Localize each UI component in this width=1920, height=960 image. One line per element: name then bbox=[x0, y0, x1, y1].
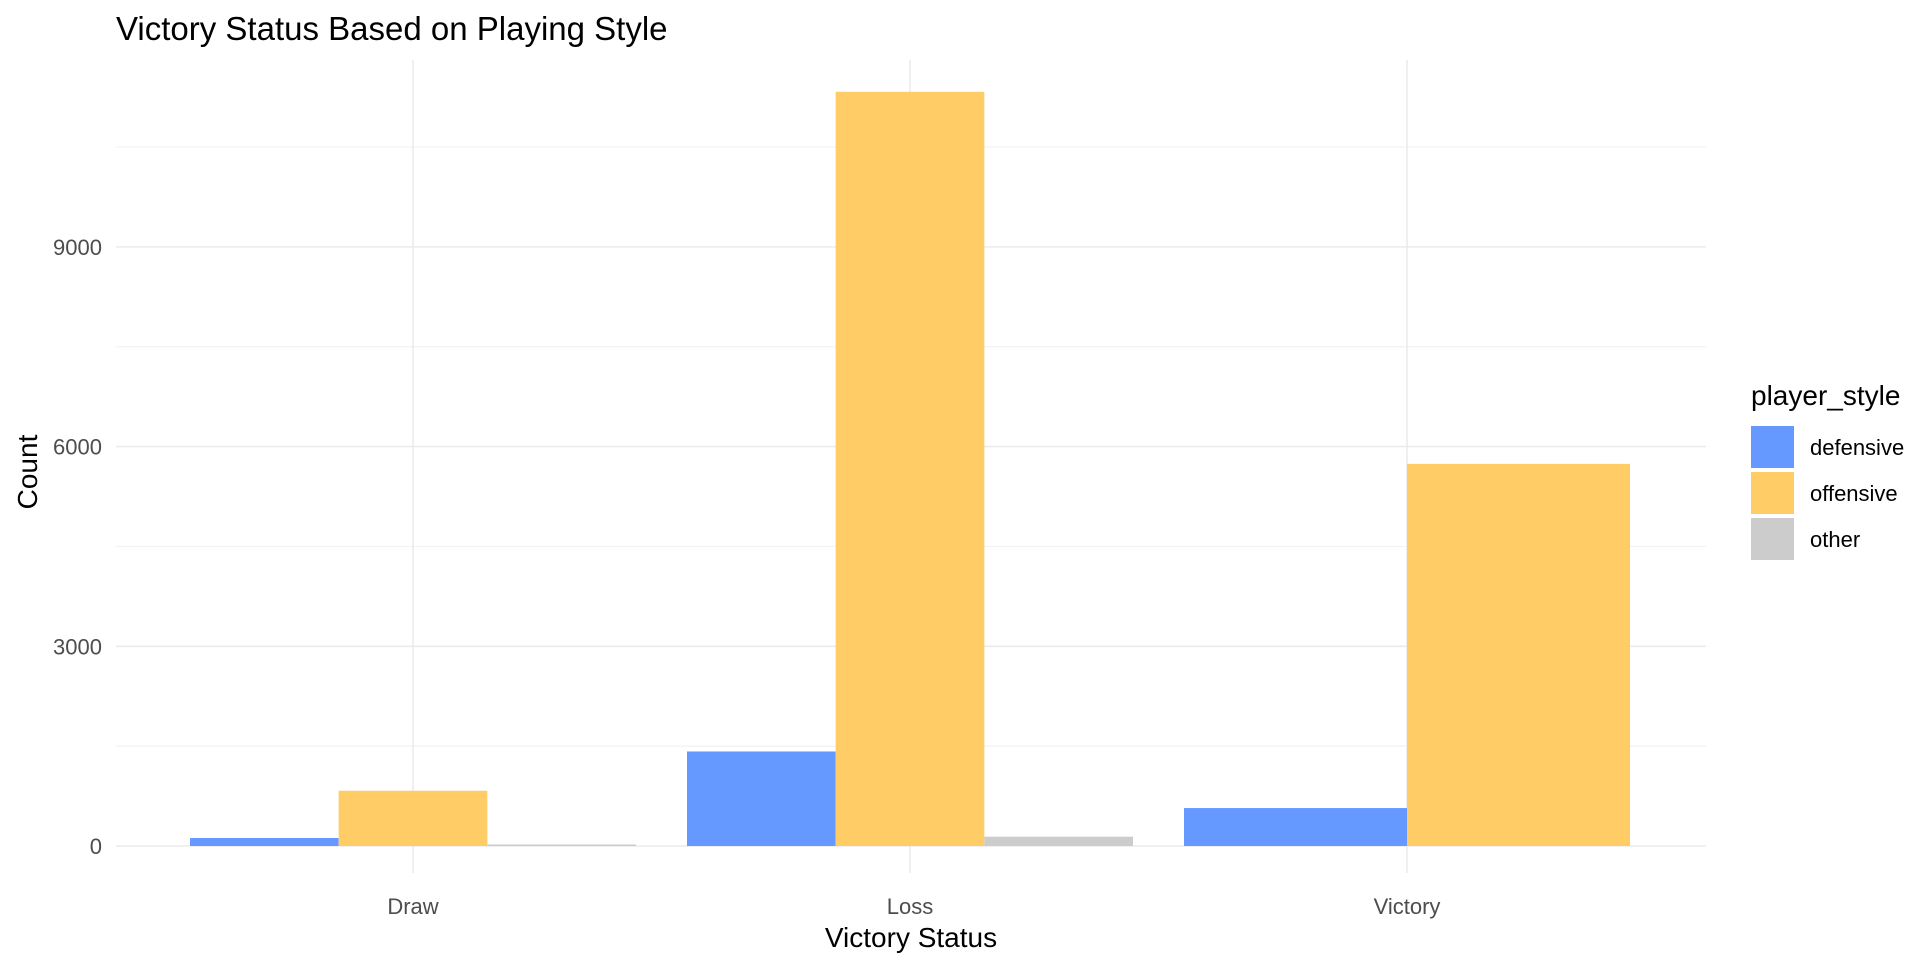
x-axis-ticks: Draw Loss Victory bbox=[387, 894, 1440, 919]
x-tick-label: Loss bbox=[887, 894, 933, 919]
y-tick-label: 3000 bbox=[53, 634, 102, 659]
legend-label-defensive: defensive bbox=[1810, 435, 1904, 460]
bar-offensive-victory bbox=[1407, 463, 1630, 846]
x-tick-label: Draw bbox=[387, 894, 438, 919]
y-axis-ticks: 0 3000 6000 9000 bbox=[53, 235, 102, 859]
legend: player_style defensive offensive other bbox=[1751, 380, 1904, 560]
x-axis-title: Victory Status bbox=[825, 922, 997, 953]
bar-offensive-loss bbox=[835, 91, 985, 846]
y-tick-label: 0 bbox=[90, 834, 102, 859]
bar-defensive-loss bbox=[687, 751, 836, 846]
legend-key-defensive bbox=[1751, 426, 1794, 468]
legend-key-offensive bbox=[1751, 472, 1794, 514]
legend-label-other: other bbox=[1810, 527, 1860, 552]
bar-offensive-draw bbox=[338, 790, 488, 846]
x-tick-label: Victory bbox=[1374, 894, 1441, 919]
bars bbox=[190, 91, 1630, 846]
bar-other-draw bbox=[487, 844, 636, 846]
bar-defensive-victory bbox=[1184, 808, 1407, 846]
y-tick-label: 6000 bbox=[53, 435, 102, 460]
bar-other-loss bbox=[984, 836, 1133, 846]
chart-title: Victory Status Based on Playing Style bbox=[116, 10, 668, 47]
y-axis-title: Count bbox=[12, 434, 43, 509]
y-tick-label: 9000 bbox=[53, 235, 102, 260]
legend-title: player_style bbox=[1751, 380, 1900, 411]
bar-defensive-draw bbox=[190, 838, 339, 846]
legend-label-offensive: offensive bbox=[1810, 481, 1898, 506]
legend-key-other bbox=[1751, 518, 1794, 560]
